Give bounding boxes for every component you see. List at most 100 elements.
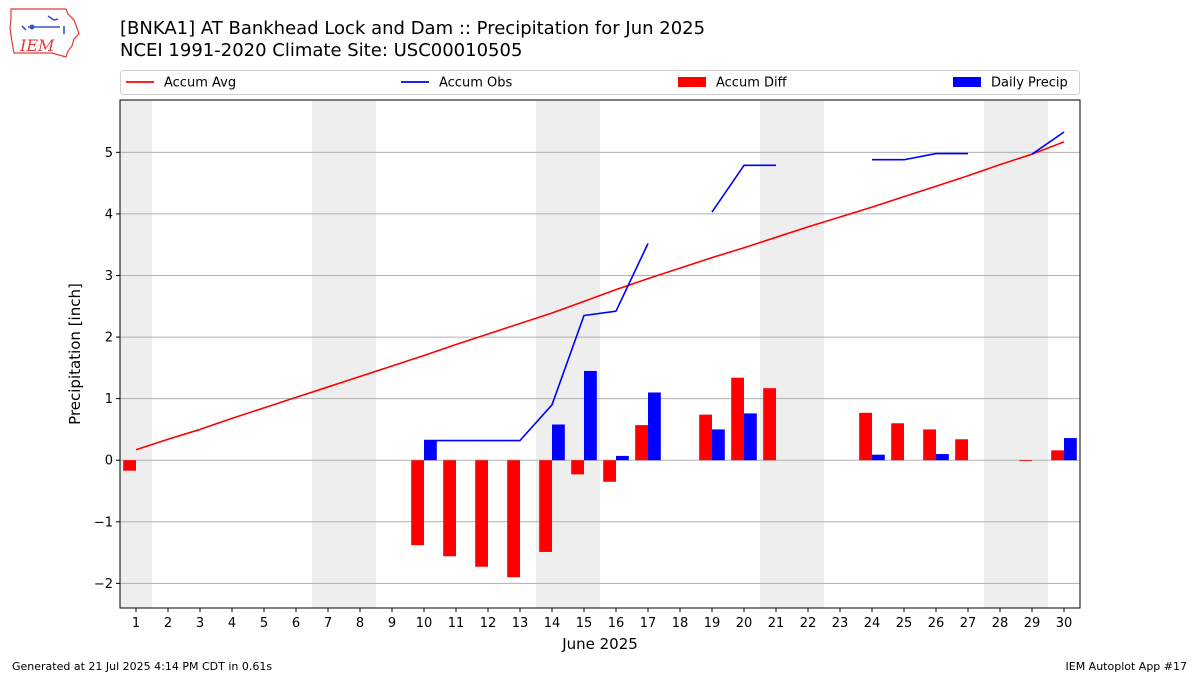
accum-obs-line (1031, 131, 1065, 155)
y-axis-label: Precipitation [inch] (66, 283, 84, 425)
accum-diff-bar (507, 460, 520, 578)
legend-accum-avg-label: Accum Avg (164, 76, 236, 91)
x-tick-label: 12 (480, 616, 497, 631)
chart-subtitle: NCEI 1991-2020 Climate Site: USC00010505 (120, 40, 523, 61)
x-tick-label: 30 (1056, 616, 1073, 631)
accum-diff-bar (635, 425, 648, 461)
footer-generated: Generated at 21 Jul 2025 4:14 PM CDT in … (12, 660, 273, 673)
daily-precip-bar (712, 429, 725, 461)
x-tick-label: 26 (928, 616, 945, 631)
legend-box (120, 70, 1080, 95)
x-tick-label: 5 (260, 616, 268, 631)
accum-diff-bar (699, 414, 712, 461)
iowa-outline-icon (9, 8, 80, 58)
x-tick-label: 24 (864, 616, 881, 631)
x-tick-label: 10 (416, 616, 433, 631)
x-tick-label: 22 (800, 616, 817, 631)
bars (123, 370, 1077, 578)
x-tick-label: 19 (704, 616, 721, 631)
accum-diff-bar (539, 460, 552, 552)
accum-avg-line (135, 141, 1065, 451)
y-tick-label: −1 (94, 515, 113, 530)
accum-diff-bar (763, 388, 776, 461)
legend-accum-diff-swatch (678, 77, 706, 87)
accum-obs-line (872, 152, 968, 161)
daily-precip-bar (872, 454, 885, 461)
x-tick-label: 3 (196, 616, 204, 631)
x-tick-label: 4 (228, 616, 236, 631)
daily-precip-bar (552, 424, 565, 461)
x-tick-label: 28 (992, 616, 1009, 631)
accum-diff-bar (1019, 460, 1032, 462)
y-tick-label: 4 (105, 207, 113, 222)
weekend-band (760, 100, 824, 608)
x-tick-label: 27 (960, 616, 977, 631)
y-axis: −2 −1 0 1 2 3 4 5 (94, 146, 120, 592)
x-tick-label: 16 (608, 616, 625, 631)
accum-obs-line (424, 243, 649, 442)
legend-daily-precip-label: Daily Precip (991, 76, 1068, 91)
accum-diff-bar (955, 439, 968, 461)
plot-frame (119, 99, 1081, 609)
accum-diff-bar (891, 423, 904, 461)
x-tick-label: 11 (448, 616, 465, 631)
accum-diff-bar (923, 429, 936, 461)
daily-precip-bar (616, 455, 629, 461)
accum-obs-line (711, 164, 776, 213)
x-tick-label: 15 (576, 616, 593, 631)
legend-daily-precip-swatch (953, 77, 981, 87)
x-tick-label: 2 (164, 616, 172, 631)
footer-app: IEM Autoplot App #17 (1065, 660, 1188, 673)
x-tick-label: 18 (672, 616, 689, 631)
x-tick-label: 20 (736, 616, 753, 631)
weekend-shading (120, 100, 1048, 608)
daily-precip-bar (936, 454, 949, 461)
chart-title: [BNKA1] AT Bankhead Lock and Dam :: Prec… (120, 18, 706, 39)
lines (135, 131, 1065, 451)
accum-diff-bar (411, 460, 424, 546)
x-tick-label: 7 (324, 616, 332, 631)
daily-precip-bar (1064, 438, 1077, 461)
x-tick-label: 13 (512, 616, 529, 631)
accum-diff-bar (731, 377, 744, 461)
y-tick-label: 5 (105, 146, 113, 161)
x-axis: 1 2 3 4 5 6 7 8 9 10 11 12 13 14 15 16 17 18 19 20 21 22 23 24 2… (132, 608, 1072, 631)
daily-precip-bar (744, 413, 757, 461)
logo-text: IEM (19, 36, 55, 55)
weekend-band (984, 100, 1048, 608)
y-tick-label: 3 (105, 269, 113, 284)
iem-logo: IEM (9, 8, 80, 58)
x-tick-label: 14 (544, 616, 561, 631)
x-tick-label: 29 (1024, 616, 1041, 631)
x-tick-label: 25 (896, 616, 913, 631)
x-tick-label: 6 (292, 616, 300, 631)
legend-accum-obs-label: Accum Obs (439, 76, 512, 91)
y-tick-label: −2 (94, 577, 113, 592)
x-tick-label: 1 (132, 616, 140, 631)
x-axis-label: June 2025 (561, 635, 638, 653)
accum-diff-bar (123, 460, 136, 471)
y-tick-label: 2 (105, 331, 113, 346)
accum-diff-bar (859, 412, 872, 461)
accum-diff-bar (571, 460, 584, 475)
legend-accum-diff-label: Accum Diff (716, 76, 788, 91)
accum-diff-bar (1051, 450, 1064, 461)
daily-precip-bar (584, 370, 597, 461)
y-tick-label: 0 (105, 454, 113, 469)
x-tick-label: 23 (832, 616, 849, 631)
legend: Accum Avg Accum Obs Accum Diff Daily Precip (120, 70, 1080, 95)
x-tick-label: 21 (768, 616, 785, 631)
weekend-band (312, 100, 376, 608)
accum-diff-bar (603, 460, 616, 482)
daily-precip-bar (648, 392, 661, 461)
x-tick-label: 17 (640, 616, 657, 631)
accum-diff-bar (475, 460, 488, 567)
accum-diff-bar (443, 460, 456, 557)
x-tick-label: 9 (388, 616, 396, 631)
daily-precip-bar (424, 440, 437, 461)
x-tick-label: 8 (356, 616, 364, 631)
weekend-band (120, 100, 152, 608)
y-tick-label: 1 (105, 392, 113, 407)
gridlines (120, 151, 1080, 584)
